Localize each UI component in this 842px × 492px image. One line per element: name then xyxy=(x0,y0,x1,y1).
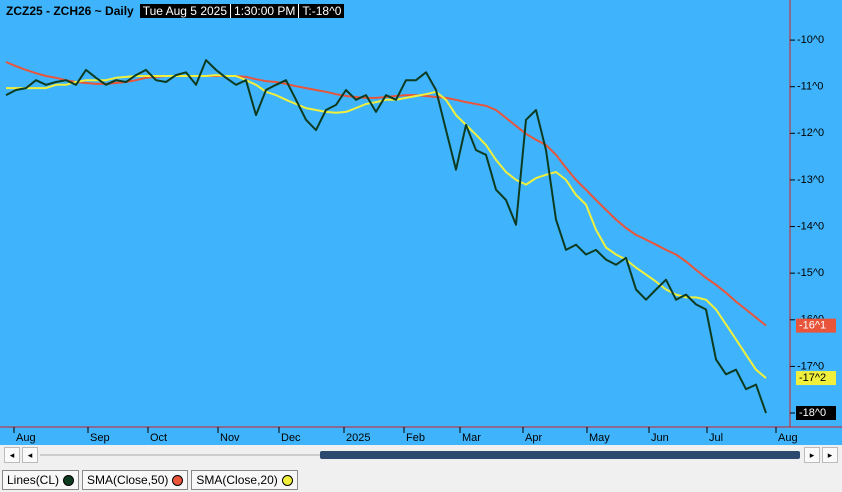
x-tick-label: Aug xyxy=(778,432,798,444)
legend-label: SMA(Close,20) xyxy=(196,473,278,487)
end-marker-label: -16^1 xyxy=(799,320,826,332)
legend: Lines(CL) SMA(Close,50) SMA(Close,20) xyxy=(2,470,298,490)
end-marker: -16^1 xyxy=(796,318,836,333)
x-tick-label: Mar xyxy=(462,432,481,444)
info-box: Tue Aug 5 2025 1:30:00 PM T:-18^0 xyxy=(139,4,345,18)
scrollbar[interactable]: ◂ ◂ ▸ ▸ xyxy=(4,447,838,463)
x-tick-label: Nov xyxy=(220,432,240,444)
scroll-left-end[interactable]: ◂ xyxy=(4,447,20,463)
end-marker-label: -18^0 xyxy=(799,407,826,419)
x-tick-label: Jun xyxy=(651,432,669,444)
y-tick-label: -12^0 xyxy=(797,127,824,139)
end-marker: -18^0 xyxy=(796,406,836,421)
legend-swatch xyxy=(172,474,184,486)
legend-label: Lines(CL) xyxy=(7,473,60,487)
time: 1:30:00 PM xyxy=(234,4,296,18)
scroll-left[interactable]: ◂ xyxy=(22,447,38,463)
scroll-thumb[interactable] xyxy=(320,451,800,459)
end-marker: -17^2 xyxy=(796,371,836,386)
y-tick-label: -13^0 xyxy=(797,174,824,186)
end-marker-box xyxy=(796,318,836,333)
y-tick-label: -17^0 xyxy=(797,360,824,372)
legend-item[interactable]: SMA(Close,20) xyxy=(191,470,298,490)
x-tick-label: Sep xyxy=(90,432,110,444)
header: ZCZ25 - ZCH26 ~ Daily Tue Aug 5 2025 1:3… xyxy=(6,4,345,18)
scroll-right[interactable]: ▸ xyxy=(804,447,820,463)
series-line xyxy=(5,59,767,414)
x-tick-label: 2025 xyxy=(346,432,370,444)
y-tick-label: -14^0 xyxy=(797,220,824,232)
symbol: ZCZ25 - ZCH26 ~ Daily xyxy=(6,4,134,18)
x-tick-label: Aug xyxy=(16,432,36,444)
x-tick-label: Apr xyxy=(525,432,542,444)
end-marker-box xyxy=(796,406,836,421)
y-tick-label: -10^0 xyxy=(797,34,824,46)
scroll-right-end[interactable]: ▸ xyxy=(822,447,838,463)
legend-item[interactable]: Lines(CL) xyxy=(2,470,80,490)
x-tick-label: May xyxy=(589,432,610,444)
x-tick-label: Feb xyxy=(406,432,425,444)
end-marker-label: -17^2 xyxy=(799,372,826,384)
y-tick-label: -11^0 xyxy=(797,81,823,93)
x-tick-label: Jul xyxy=(709,432,723,444)
x-tick-label: Oct xyxy=(150,432,167,444)
legend-swatch xyxy=(63,474,75,486)
legend-label: SMA(Close,50) xyxy=(87,473,169,487)
chart-background xyxy=(0,0,842,445)
y-tick-label: -15^0 xyxy=(797,267,824,279)
chart: -10^0-11^0-12^0-13^0-14^0-15^0-16^0-17^0… xyxy=(0,0,842,445)
end-marker-box xyxy=(796,371,836,386)
legend-item[interactable]: SMA(Close,50) xyxy=(82,470,189,490)
last-value: T:-18^0 xyxy=(302,4,342,18)
x-tick-label: Dec xyxy=(281,432,301,444)
date: Tue Aug 5 2025 xyxy=(142,4,228,18)
legend-swatch xyxy=(281,474,293,486)
